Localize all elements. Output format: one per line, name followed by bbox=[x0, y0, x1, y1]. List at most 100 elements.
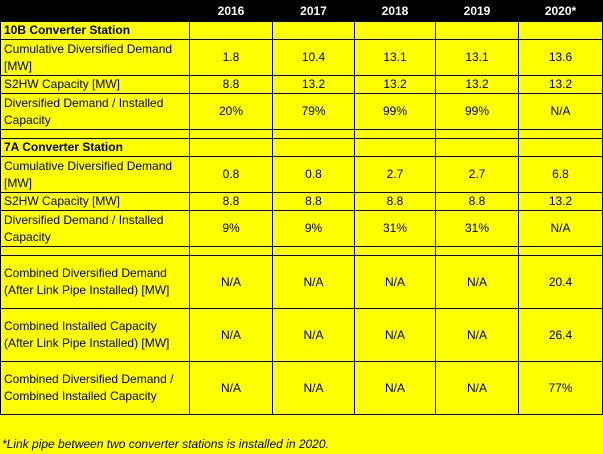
table-cell: 13.2 bbox=[435, 75, 519, 94]
empty-cell bbox=[272, 138, 355, 157]
spacer-row bbox=[0, 246, 603, 256]
table-cell: N/A bbox=[189, 308, 273, 362]
empty-cell bbox=[272, 129, 355, 139]
table-row: S2HW Capacity [MW] 8.8 8.8 8.8 8.8 13.2 bbox=[0, 192, 603, 211]
table-cell: 13.2 bbox=[518, 192, 603, 211]
table-cell: 26.4 bbox=[518, 308, 603, 362]
table-cell: 99% bbox=[354, 93, 436, 130]
table-cell: 10.4 bbox=[272, 39, 355, 76]
section-title-10b: 10B Converter Station bbox=[0, 21, 190, 40]
table-cell: N/A bbox=[189, 361, 273, 415]
table-cell: N/A bbox=[189, 255, 273, 309]
empty-cell bbox=[518, 21, 603, 40]
table-cell: N/A bbox=[272, 361, 355, 415]
header-cell-2020: 2020* bbox=[518, 0, 603, 22]
row-label: Combined Installed Capacity (After Link … bbox=[0, 308, 190, 362]
table-cell: 77% bbox=[518, 361, 603, 415]
table-row: Cumulative Diversified Demand [MW] 0.8 0… bbox=[0, 156, 603, 193]
table-cell: 1.8 bbox=[189, 39, 273, 76]
row-label: Diversified Demand / Installed Capacity bbox=[0, 210, 190, 247]
row-label: Cumulative Diversified Demand [MW] bbox=[0, 39, 190, 76]
table-cell: N/A bbox=[435, 361, 519, 415]
table-row: Diversified Demand / Installed Capacity … bbox=[0, 210, 603, 247]
header-row: 2016 2017 2018 2019 2020* bbox=[0, 0, 603, 22]
empty-cell bbox=[435, 246, 519, 256]
empty-cell bbox=[189, 138, 273, 157]
empty-cell bbox=[189, 21, 273, 40]
table-row: Combined Installed Capacity (After Link … bbox=[0, 308, 603, 362]
table-cell: N/A bbox=[354, 308, 436, 362]
section-title-7a: 7A Converter Station bbox=[0, 138, 190, 157]
table-row: Cumulative Diversified Demand [MW] 1.8 1… bbox=[0, 39, 603, 76]
table-cell: 8.8 bbox=[354, 192, 436, 211]
table-cell: N/A bbox=[518, 210, 603, 247]
empty-cell bbox=[0, 246, 190, 256]
table-cell: N/A bbox=[435, 308, 519, 362]
table-cell: N/A bbox=[435, 255, 519, 309]
table-cell: 31% bbox=[435, 210, 519, 247]
empty-cell bbox=[272, 21, 355, 40]
table-cell: N/A bbox=[272, 308, 355, 362]
empty-cell bbox=[189, 129, 273, 139]
table-cell: 8.8 bbox=[189, 75, 273, 94]
section-title-row: 10B Converter Station bbox=[0, 21, 603, 40]
table-cell: 0.8 bbox=[272, 156, 355, 193]
table-cell: 6.8 bbox=[518, 156, 603, 193]
empty-cell bbox=[354, 138, 436, 157]
table-cell: 99% bbox=[435, 93, 519, 130]
spacer-row bbox=[0, 129, 603, 139]
empty-cell bbox=[354, 21, 436, 40]
table-cell: 13.2 bbox=[518, 75, 603, 94]
empty-cell bbox=[435, 21, 519, 40]
empty-cell bbox=[518, 129, 603, 139]
header-cell-2017: 2017 bbox=[272, 0, 355, 22]
empty-cell bbox=[0, 129, 190, 139]
header-cell-2016: 2016 bbox=[189, 0, 273, 22]
table-cell: 8.8 bbox=[435, 192, 519, 211]
table-cell: 20% bbox=[189, 93, 273, 130]
header-cell-2019: 2019 bbox=[435, 0, 519, 22]
table-cell: 9% bbox=[272, 210, 355, 247]
capacity-table: 2016 2017 2018 2019 2020* 10B Converter … bbox=[0, 0, 603, 415]
table-cell: 20.4 bbox=[518, 255, 603, 309]
table-cell: 13.1 bbox=[435, 39, 519, 76]
table-row: Combined Diversified Demand / Combined I… bbox=[0, 361, 603, 415]
table-cell: N/A bbox=[354, 255, 436, 309]
table-cell: N/A bbox=[354, 361, 436, 415]
section-title-row: 7A Converter Station bbox=[0, 138, 603, 157]
table-cell: N/A bbox=[272, 255, 355, 309]
table-cell: 13.2 bbox=[272, 75, 355, 94]
empty-cell bbox=[435, 129, 519, 139]
table-row: S2HW Capacity [MW] 8.8 13.2 13.2 13.2 13… bbox=[0, 75, 603, 94]
row-label: S2HW Capacity [MW] bbox=[0, 75, 190, 94]
table-cell: 2.7 bbox=[435, 156, 519, 193]
empty-cell bbox=[435, 138, 519, 157]
row-label: Diversified Demand / Installed Capacity bbox=[0, 93, 190, 130]
row-label: S2HW Capacity [MW] bbox=[0, 192, 190, 211]
footnote: *Link pipe between two converter station… bbox=[2, 437, 329, 451]
empty-cell bbox=[189, 246, 273, 256]
empty-cell bbox=[354, 129, 436, 139]
empty-cell bbox=[272, 246, 355, 256]
table-cell: 8.8 bbox=[189, 192, 273, 211]
empty-cell bbox=[354, 246, 436, 256]
row-label: Cumulative Diversified Demand [MW] bbox=[0, 156, 190, 193]
empty-cell bbox=[518, 246, 603, 256]
empty-cell bbox=[518, 138, 603, 157]
table-cell: 13.1 bbox=[354, 39, 436, 76]
table-cell: 2.7 bbox=[354, 156, 436, 193]
table-cell: N/A bbox=[518, 93, 603, 130]
table-cell: 31% bbox=[354, 210, 436, 247]
table-cell: 0.8 bbox=[189, 156, 273, 193]
table-cell: 9% bbox=[189, 210, 273, 247]
table-cell: 79% bbox=[272, 93, 355, 130]
table-cell: 8.8 bbox=[272, 192, 355, 211]
table-cell: 13.6 bbox=[518, 39, 603, 76]
table-cell: 13.2 bbox=[354, 75, 436, 94]
table-row: Combined Diversified Demand (After Link … bbox=[0, 255, 603, 309]
header-cell-blank bbox=[0, 0, 190, 22]
header-cell-2018: 2018 bbox=[354, 0, 436, 22]
row-label: Combined Diversified Demand (After Link … bbox=[0, 255, 190, 309]
table-row: Diversified Demand / Installed Capacity … bbox=[0, 93, 603, 130]
row-label: Combined Diversified Demand / Combined I… bbox=[0, 361, 190, 415]
